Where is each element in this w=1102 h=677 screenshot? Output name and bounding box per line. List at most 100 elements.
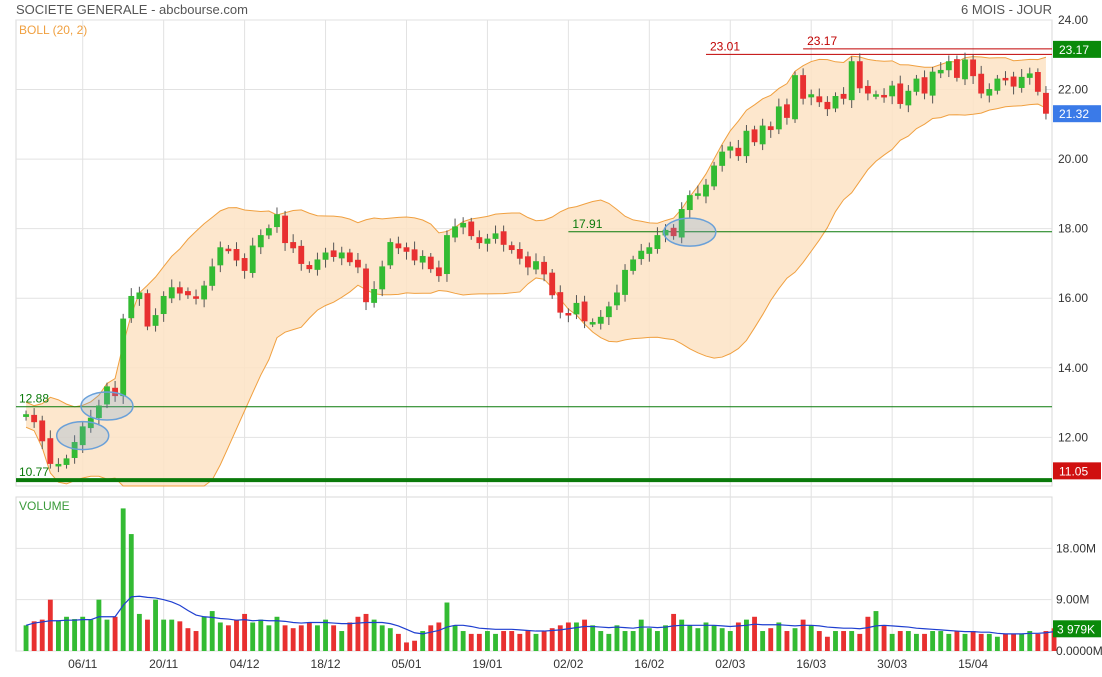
- candle-up: [265, 228, 272, 236]
- volume-bar: [768, 628, 774, 651]
- volume-bar: [679, 619, 685, 651]
- candle-down: [193, 296, 199, 299]
- volume-bar: [234, 619, 239, 651]
- volume-bar: [517, 633, 523, 651]
- volume-bar: [476, 633, 482, 651]
- candle-up: [257, 235, 264, 248]
- volume-bar: [978, 633, 984, 651]
- candle-up: [597, 316, 604, 324]
- volume-bar: [1035, 633, 1041, 651]
- candle-up: [792, 75, 798, 120]
- candle-up: [913, 78, 920, 92]
- date-tick: 18/12: [311, 657, 341, 671]
- candle-up: [848, 61, 855, 101]
- volume-bar: [930, 631, 936, 651]
- volume-bar: [808, 625, 814, 651]
- candle-down: [840, 93, 847, 99]
- volume-badge: [1053, 620, 1101, 638]
- candle-up: [759, 125, 766, 145]
- candle-up: [1018, 76, 1025, 88]
- volume-bar: [161, 619, 167, 651]
- volume-bar: [136, 613, 142, 651]
- volume-bar: [857, 633, 863, 651]
- volume-bar: [298, 625, 304, 651]
- volume-bar: [970, 631, 976, 651]
- pattern-ellipse: [663, 217, 717, 247]
- volume-bar: [760, 631, 766, 651]
- bollinger-label: BOLL (20, 2): [19, 23, 88, 37]
- volume-bar: [266, 625, 272, 651]
- volume-bar: [1027, 631, 1033, 651]
- volume-bar: [582, 619, 587, 651]
- candle-down: [290, 242, 297, 249]
- candle-down: [403, 247, 410, 252]
- volume-bar: [493, 633, 498, 651]
- volume-bar: [1019, 633, 1025, 651]
- volume-bar: [816, 631, 822, 651]
- candle-up: [1026, 73, 1033, 78]
- candle-up: [55, 463, 62, 467]
- volume-bar: [72, 619, 78, 651]
- volume-bar: [282, 625, 288, 651]
- candle-down: [144, 293, 151, 327]
- candle-down: [476, 237, 483, 244]
- volume-bar: [104, 619, 110, 651]
- price-tick: 14.00: [1058, 361, 1088, 375]
- candle-up: [419, 255, 426, 263]
- candle-up: [484, 238, 491, 244]
- candle-down: [1043, 92, 1049, 114]
- candle-down: [435, 267, 442, 277]
- date-tick: 02/03: [715, 657, 745, 671]
- volume-bar: [711, 625, 717, 651]
- volume-bar: [452, 625, 458, 651]
- candle-up: [452, 226, 458, 238]
- candle-up: [686, 195, 693, 211]
- candle-up: [23, 414, 29, 417]
- price-tick: 22.00: [1058, 83, 1088, 97]
- candle-up: [322, 252, 329, 260]
- volume-bar: [557, 625, 563, 651]
- candle-down: [1010, 76, 1017, 87]
- volume-bar: [128, 534, 134, 651]
- volume-bar: [185, 628, 191, 651]
- candle-down: [330, 250, 337, 257]
- volume-bar: [881, 625, 887, 651]
- volume-bar: [994, 636, 1000, 651]
- volume-bar: [533, 633, 539, 651]
- volume-bar: [922, 633, 927, 651]
- candle-up: [444, 235, 450, 275]
- candle-down: [508, 245, 515, 251]
- candle-down: [541, 261, 548, 275]
- candle-up: [120, 318, 127, 397]
- volume-bar: [153, 599, 158, 651]
- candlesticks: [23, 52, 1049, 473]
- volume-bar: [64, 616, 69, 651]
- volume-bar: [55, 620, 61, 651]
- volume-bar: [201, 616, 207, 651]
- volume-tick: 18.00M: [1056, 541, 1096, 555]
- date-tick: 05/01: [391, 657, 421, 671]
- candle-up: [379, 266, 386, 290]
- candle-up: [986, 89, 993, 96]
- volume-bar: [525, 631, 531, 651]
- volume-bar: [824, 636, 830, 651]
- candle-up: [614, 292, 620, 306]
- volume-bar: [112, 616, 118, 651]
- volume-bar: [509, 631, 515, 651]
- volume-bar: [1043, 631, 1049, 651]
- candle-up: [79, 426, 86, 446]
- candle-up: [95, 405, 102, 418]
- candle-down: [953, 59, 960, 78]
- pattern-ellipse: [80, 391, 134, 421]
- volume-bars: [23, 508, 1057, 651]
- candle-up: [905, 90, 912, 106]
- date-tick: 06/11: [68, 657, 97, 671]
- volume-bar: [460, 631, 466, 651]
- candle-up: [832, 96, 839, 109]
- price-tick: 24.00: [1058, 13, 1088, 27]
- volume-tick: 0.0000M: [1056, 644, 1102, 658]
- volume-bar: [169, 619, 175, 651]
- candle-up: [573, 302, 580, 315]
- candle-up: [371, 289, 378, 303]
- date-tick: 02/02: [553, 657, 583, 671]
